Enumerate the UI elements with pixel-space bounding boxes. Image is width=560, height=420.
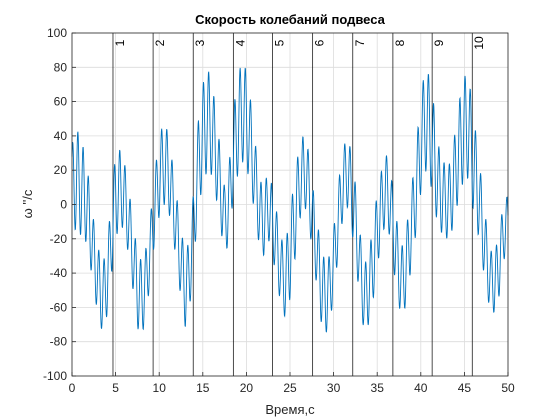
- y-tick-label: 0: [60, 198, 67, 212]
- x-tick-label: 40: [414, 381, 428, 395]
- event-marker-label: 3: [193, 39, 207, 46]
- event-marker-label: 9: [432, 39, 446, 46]
- event-marker-label: 7: [353, 39, 367, 46]
- axes: [71, 32, 509, 377]
- event-markers: 1 2 3 4 5 6 7 8 9 10: [112, 33, 486, 376]
- x-tick-label: 5: [112, 381, 119, 395]
- x-tick-label: 50: [501, 381, 515, 395]
- y-tick-label: -80: [50, 335, 68, 349]
- x-tick-label: 25: [283, 381, 297, 395]
- event-marker-label: 6: [313, 39, 327, 46]
- x-tick-label: 15: [196, 381, 210, 395]
- y-tick-label: -40: [50, 266, 68, 280]
- y-tick-label: 60: [54, 95, 68, 109]
- y-tick-label: 20: [54, 163, 68, 177]
- chart-title: Скорость колебаний подвеса: [195, 12, 386, 27]
- y-tick-label: 40: [54, 129, 68, 143]
- event-marker-label: 4: [233, 39, 247, 46]
- y-axis-title: ω ''/с: [20, 189, 35, 218]
- y-tick-label: -100: [43, 369, 67, 383]
- x-axis-title: Время,с: [265, 402, 315, 417]
- data-layer: [71, 67, 509, 333]
- event-marker-label: 2: [153, 39, 167, 46]
- x-tick-label: 45: [458, 381, 472, 395]
- series-line-скорость: [71, 67, 509, 333]
- event-marker-label: 8: [393, 39, 407, 46]
- x-tick-label: 35: [371, 381, 385, 395]
- x-tick-label: 20: [240, 381, 254, 395]
- y-tick-label: -20: [50, 232, 68, 246]
- event-marker-label: 1: [113, 39, 127, 46]
- y-tick-label: 80: [54, 60, 68, 74]
- x-tick-label: 10: [153, 381, 167, 395]
- tick-labels: 0 5 10 15 20 25 30 35 40 45 50-100-80-60-40-200204…: [43, 26, 515, 395]
- event-marker-label: 5: [273, 39, 287, 46]
- y-tick-label: -60: [50, 300, 68, 314]
- event-marker-label: 10: [472, 36, 486, 50]
- x-tick-label: 30: [327, 381, 341, 395]
- x-tick-label: 0: [69, 381, 76, 395]
- y-tick-label: 100: [47, 26, 67, 40]
